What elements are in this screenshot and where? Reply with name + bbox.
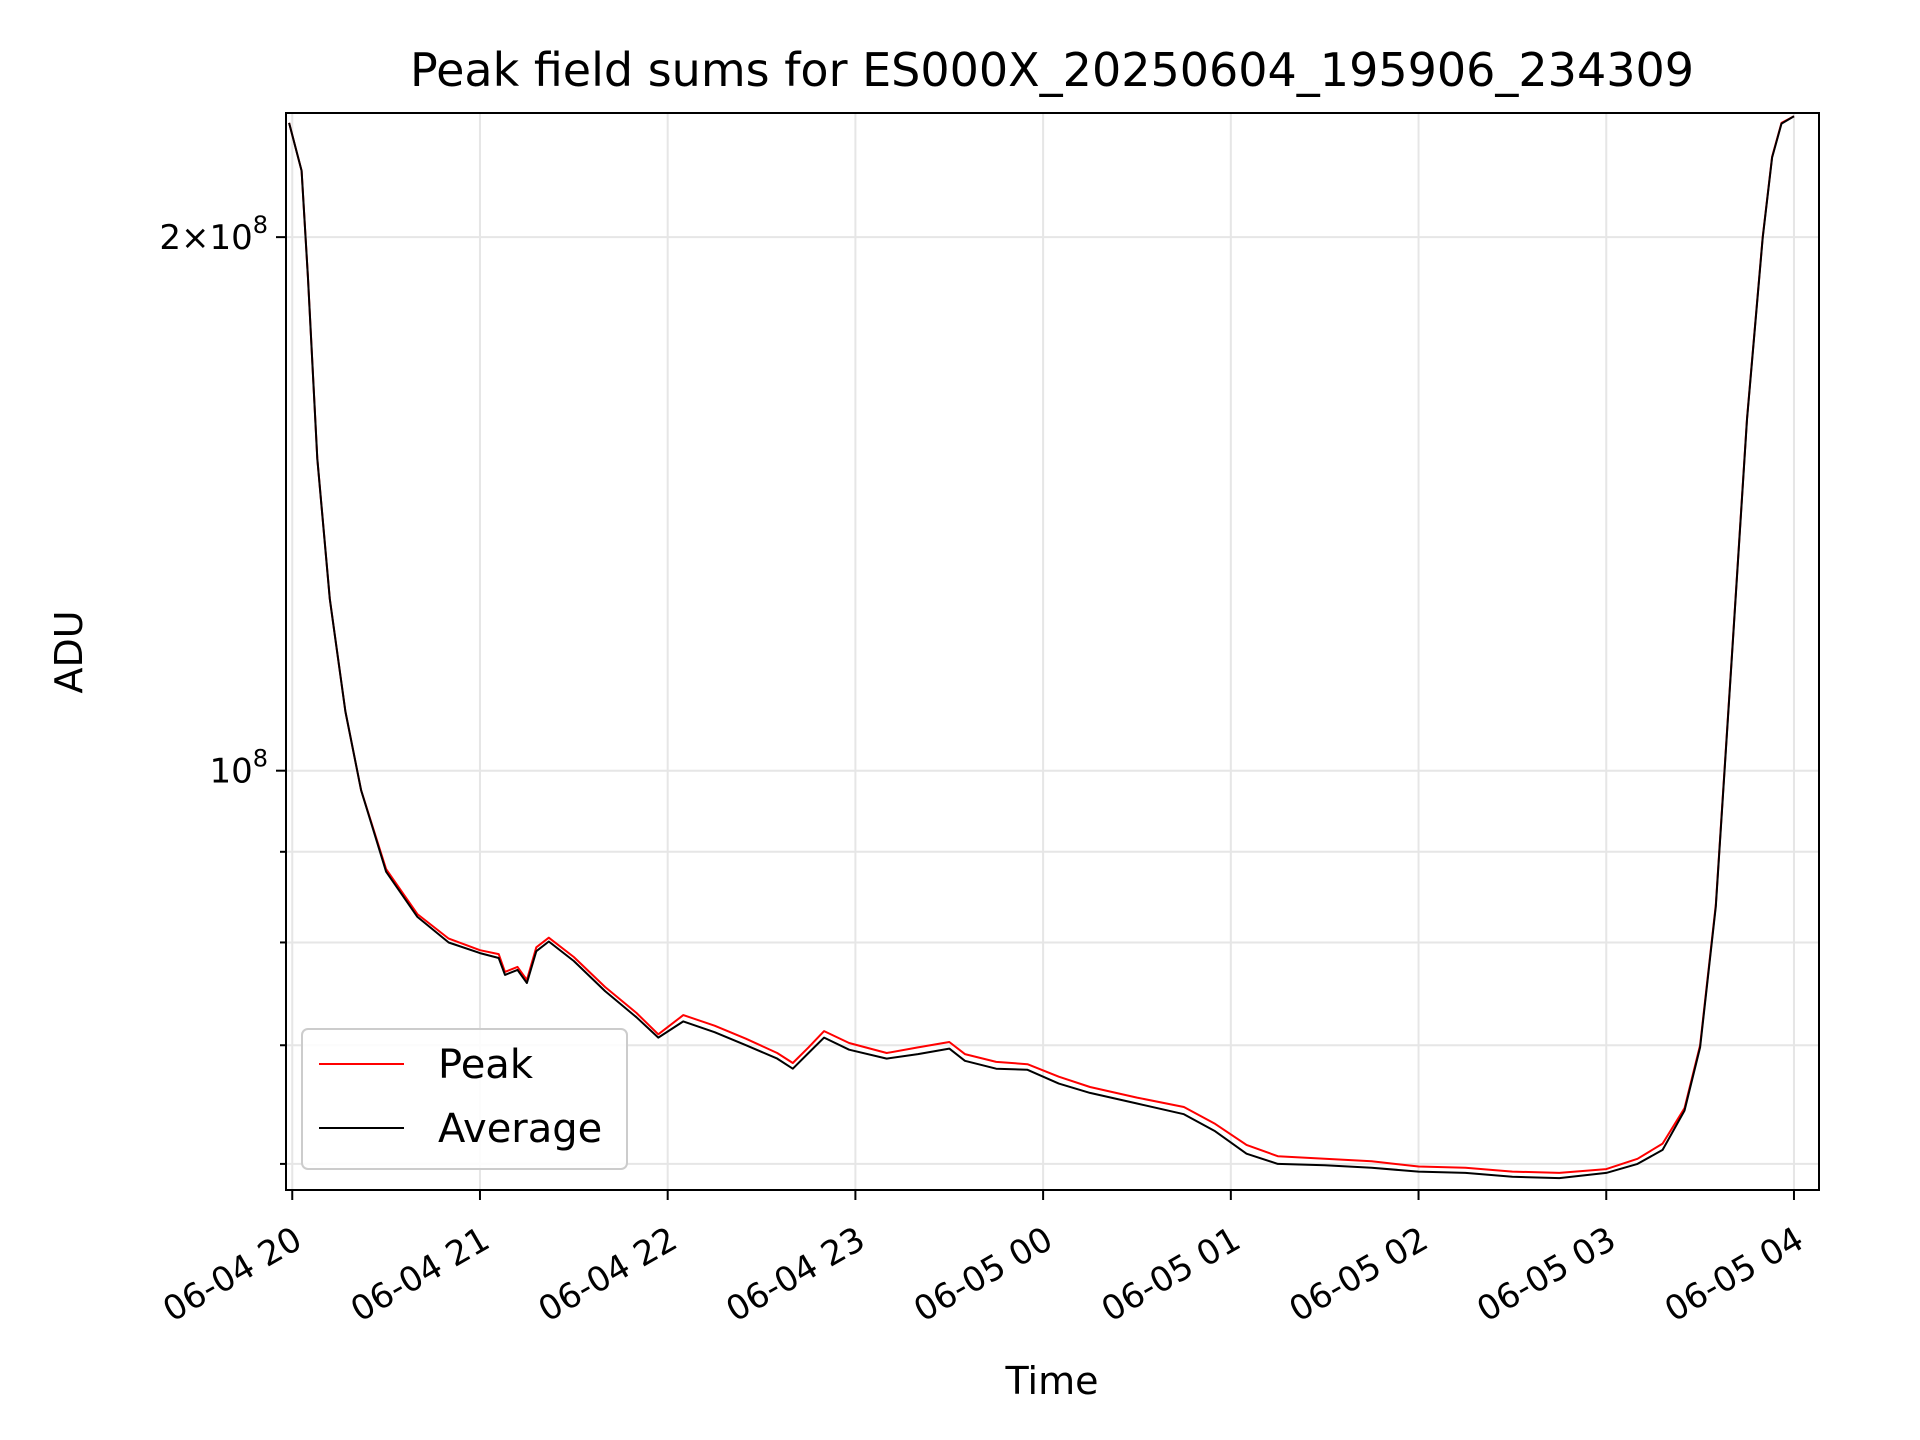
legend-label-average: Average [438, 1106, 602, 1152]
legend: Peak Average [301, 1028, 628, 1170]
series-layer [288, 115, 1795, 1180]
y-tick-label: 2×108 [159, 211, 268, 258]
x-tick-label: 06-05 03 [1470, 1219, 1622, 1330]
legend-label-peak: Peak [438, 1042, 534, 1088]
x-tick-label: 06-05 02 [1283, 1219, 1435, 1330]
x-tick-label: 06-04 20 [156, 1219, 308, 1330]
x-tick-label: 06-04 21 [344, 1219, 496, 1330]
y-axis-label: ADU [47, 610, 91, 693]
y-tick-label: 108 [209, 745, 268, 792]
x-tick-label: 06-04 23 [720, 1219, 872, 1330]
chart-title: Peak field sums for ES000X_20250604_1959… [410, 43, 1694, 97]
x-tick-label: 06-04 22 [532, 1219, 684, 1330]
x-tick-label: 06-05 00 [907, 1219, 1059, 1330]
series-line-peak [288, 115, 1795, 1174]
x-tick-label: 06-05 04 [1658, 1219, 1810, 1330]
series-line-average [288, 115, 1795, 1180]
x-tick-label: 06-05 01 [1095, 1219, 1247, 1330]
x-axis-label: Time [1005, 1359, 1099, 1403]
plot-frame [285, 112, 1820, 1191]
